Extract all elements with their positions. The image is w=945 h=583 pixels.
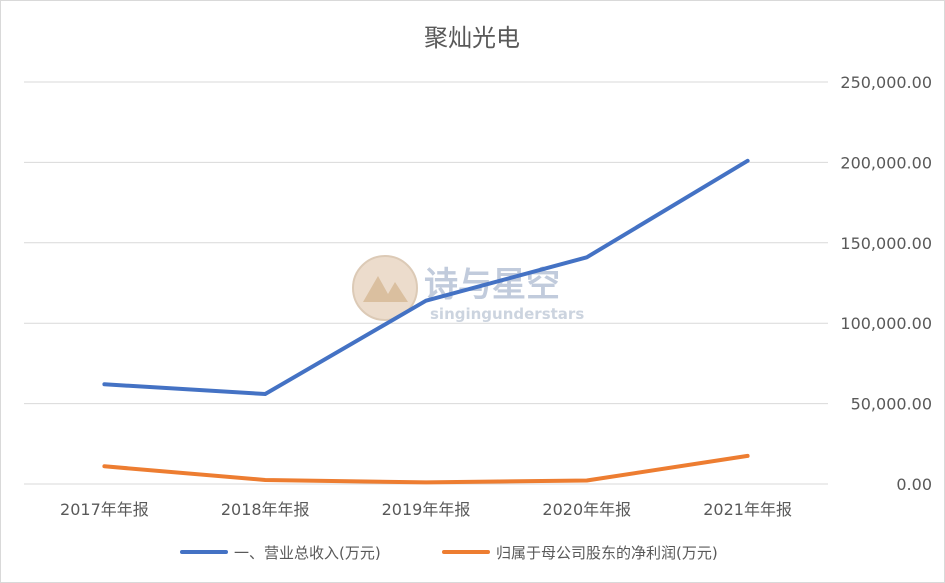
series-lines [102,158,750,485]
legend-label-2: 归属于母公司股东的净利润(万元) [496,544,718,562]
gridlines [24,81,828,485]
x-tick-label: 2019年年报 [382,500,471,519]
y-tick-label: 50,000.00 [851,395,932,414]
y-tick-label: 150,000.00 [840,234,932,253]
x-tick-label: 2017年年报 [60,500,149,519]
watermark-circle-icon [353,256,417,320]
x-axis-tick-labels: 2017年年报 2018年年报 2019年年报 2020年年报 2021年年报 [60,500,792,519]
x-tick-label: 2018年年报 [221,500,310,519]
watermark-circle-ring [352,255,418,321]
x-tick-label: 2020年年报 [542,500,631,519]
y-tick-label: 250,000.00 [840,73,932,92]
legend-label-1: 一、营业总收入(万元) [234,544,381,562]
legend: 一、营业总收入(万元) 归属于母公司股东的净利润(万元) [180,544,718,562]
y-tick-label: 100,000.00 [840,314,932,333]
y-axis-tick-labels: 0.00 50,000.00 100,000.00 150,000.00 200,000… [840,73,932,494]
y-tick-label: 200,000.00 [840,153,932,172]
y-tick-label: 0.00 [896,475,932,494]
x-tick-label: 2021年年报 [703,500,792,519]
chart-title: 聚灿光电 [424,24,520,52]
watermark-mountain-icon [363,276,408,302]
watermark-subtitle: singingunderstars [430,305,584,323]
